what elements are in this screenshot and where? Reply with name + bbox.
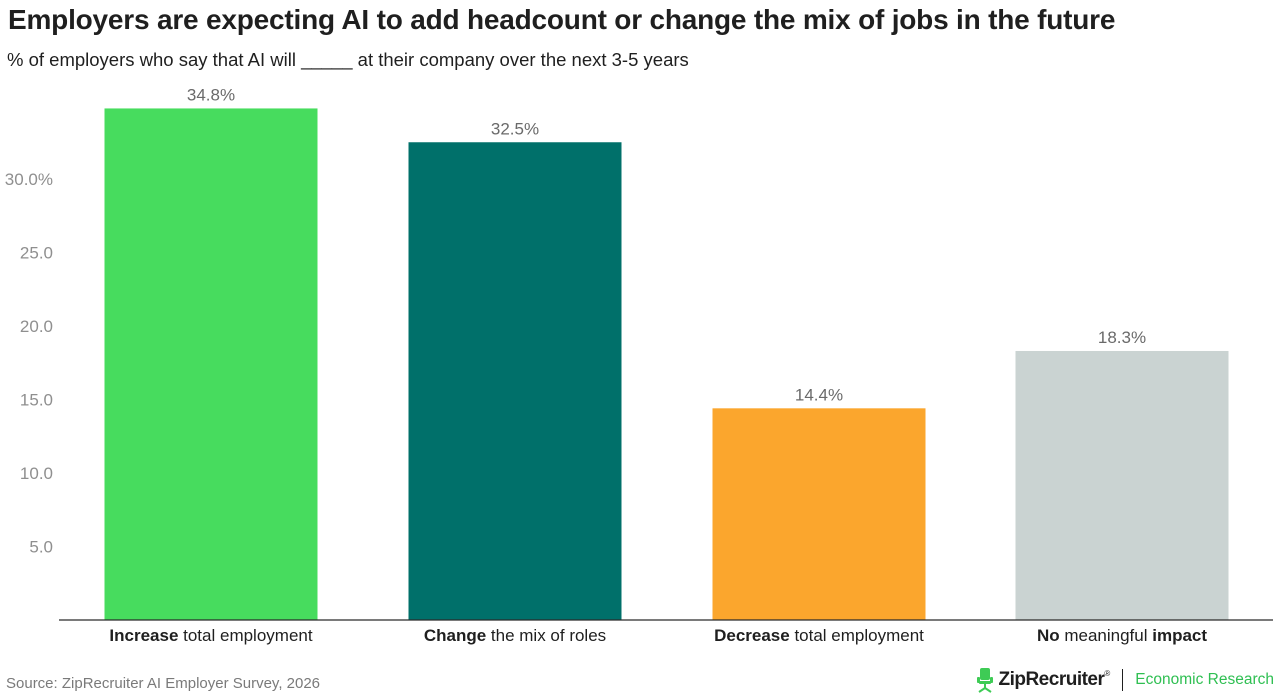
category-label-bold: impact <box>1152 626 1208 645</box>
category-label: Decrease total employment <box>714 626 924 646</box>
brand-division: Economic Research <box>1135 671 1274 688</box>
y-tick-label: 15.0 <box>20 391 53 410</box>
chair-icon <box>977 668 994 693</box>
category-label: Change the mix of roles <box>424 626 606 646</box>
bar-value-label: 14.4% <box>795 385 843 404</box>
bar-value-label: 18.3% <box>1098 328 1146 347</box>
category-label-text: total employment <box>178 626 313 645</box>
brand-logo: ZipRecruiter® Economic Research <box>976 666 1274 694</box>
category-label-bold: No <box>1036 626 1060 645</box>
y-tick-label: 25.0 <box>20 244 53 263</box>
y-tick-label: 10.0 <box>20 464 53 483</box>
bar <box>104 108 318 620</box>
bar <box>1015 350 1229 620</box>
bar-value-labels: 34.8% 32.5% 14.4% 18.3% <box>187 85 1146 404</box>
category-label-text: the mix of roles <box>486 626 607 645</box>
y-tick-label: 30.0% <box>5 170 53 189</box>
brand-name-text: ZipRecruiter <box>998 669 1105 690</box>
y-axis-ticks: 5.0 10.0 15.0 20.0 25.0 30.0% <box>5 170 53 557</box>
category-label-bold: Change <box>423 626 487 645</box>
category-label: No meaningful impact <box>1037 626 1207 646</box>
bar-value-label: 32.5% <box>491 119 539 138</box>
source-note: Source: ZipRecruiter AI Employer Survey,… <box>6 675 321 692</box>
category-label-text: total employment <box>789 626 924 645</box>
brand-name: ZipRecruiter® <box>998 669 1110 691</box>
brand-registered-mark: ® <box>1104 669 1110 678</box>
bar <box>408 142 622 620</box>
bars <box>104 108 1229 620</box>
category-label-bold: Increase <box>109 626 179 645</box>
category-label: Increase total employment <box>109 626 312 646</box>
category-label-text: meaningful <box>1059 626 1153 645</box>
bar <box>712 408 926 620</box>
bar-value-label: 34.8% <box>187 85 235 104</box>
y-tick-label: 5.0 <box>29 538 53 557</box>
category-label-bold: Decrease <box>714 626 790 645</box>
chart-title: Employers are expecting AI to add headco… <box>8 4 1116 35</box>
chart-subtitle: % of employers who say that AI will ____… <box>7 49 689 70</box>
brand-divider <box>1121 669 1124 691</box>
y-tick-label: 20.0 <box>20 317 53 336</box>
